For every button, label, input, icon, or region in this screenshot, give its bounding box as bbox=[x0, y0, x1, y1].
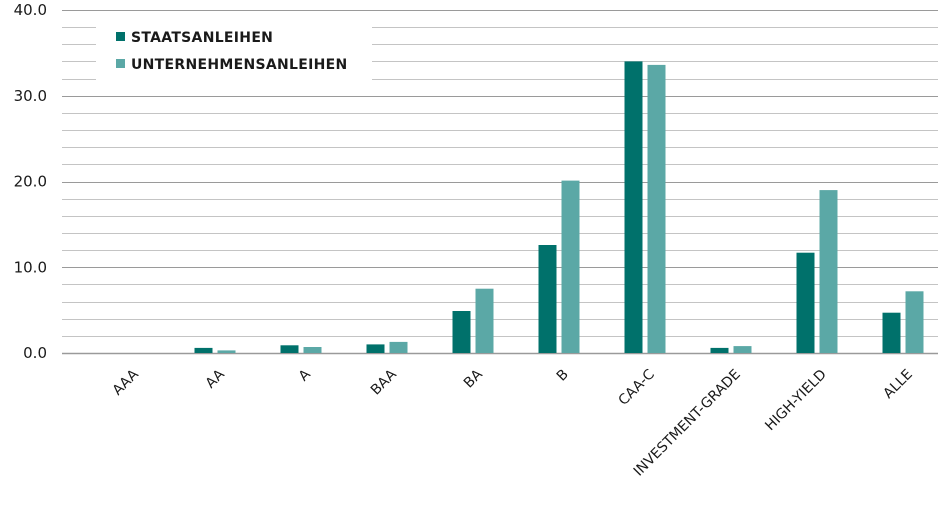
gridlines bbox=[62, 10, 938, 355]
legend-label-staatsanleihen: STAATSANLEIHEN bbox=[131, 30, 273, 46]
bar-staatsanleihen-b bbox=[538, 245, 557, 353]
bar-staatsanleihen-aa bbox=[194, 347, 213, 353]
bar-staatsanleihen-baa bbox=[366, 344, 385, 353]
x-category-label: CAA-C bbox=[616, 366, 658, 408]
bars bbox=[194, 61, 924, 354]
bar-unternehmensanleihen-baa bbox=[389, 341, 408, 353]
bar-unternehmensanleihen-high-yield bbox=[819, 190, 838, 353]
y-tick-label: 0.0 bbox=[23, 344, 47, 362]
bar-unternehmensanleihen-a bbox=[303, 347, 322, 353]
x-category-label: AAA bbox=[110, 366, 142, 398]
y-tick-label: 20.0 bbox=[14, 173, 47, 191]
y-tick-label: 30.0 bbox=[14, 87, 47, 105]
bar-unternehmensanleihen-aa bbox=[217, 350, 236, 353]
bar-staatsanleihen-alle bbox=[882, 312, 901, 353]
legend: STAATSANLEIHEN UNTERNEHMENSANLEIHEN bbox=[96, 20, 372, 80]
bar-unternehmensanleihen-ba bbox=[475, 288, 494, 353]
bar-unternehmensanleihen-b bbox=[561, 180, 580, 353]
y-tick-label: 10.0 bbox=[14, 258, 47, 276]
bar-staatsanleihen-ba bbox=[452, 311, 471, 353]
bar-unternehmensanleihen-investment-grade bbox=[733, 346, 752, 353]
x-category-label: HIGH-YIELD bbox=[762, 367, 830, 435]
x-category-label: BA bbox=[461, 366, 486, 391]
bar-unternehmensanleihen-alle bbox=[905, 291, 924, 353]
bar-staatsanleihen-a bbox=[280, 345, 299, 353]
x-category-label: B bbox=[554, 367, 572, 385]
legend-background bbox=[96, 20, 372, 80]
legend-swatch-unternehmensanleihen bbox=[116, 59, 125, 68]
x-category-label: AA bbox=[203, 366, 228, 391]
bar-staatsanleihen-high-yield bbox=[796, 252, 815, 353]
legend-label-unternehmensanleihen: UNTERNEHMENSANLEIHEN bbox=[131, 57, 348, 73]
x-category-label: ALLE bbox=[880, 367, 915, 402]
bar-unternehmensanleihen-caa-c bbox=[647, 64, 666, 354]
y-axis-tick-labels: 0.0 10.0 20.0 30.0 40.0 bbox=[14, 1, 47, 362]
y-tick-label: 40.0 bbox=[14, 1, 47, 19]
legend-swatch-staatsanleihen bbox=[116, 32, 125, 41]
bar-staatsanleihen-caa-c bbox=[624, 61, 643, 354]
bar-staatsanleihen-investment-grade bbox=[710, 347, 729, 353]
x-category-label: A bbox=[296, 366, 314, 384]
x-category-label: BAA bbox=[368, 366, 400, 398]
